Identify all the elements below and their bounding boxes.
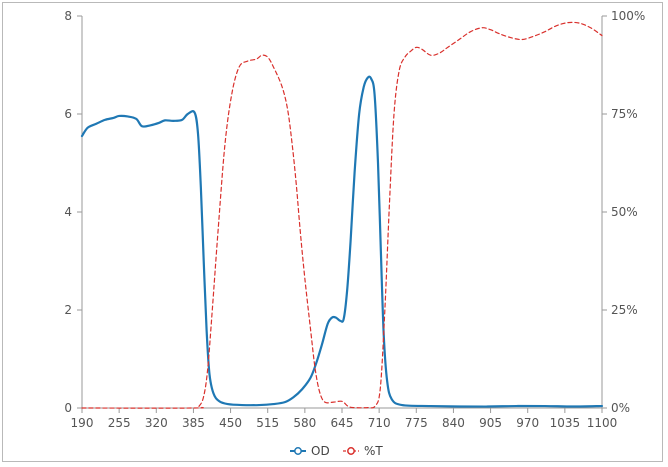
x-tick-label: 255 [108,416,131,430]
legend-label: OD [311,444,330,458]
x-tick-label: 450 [219,416,242,430]
chart-frame [2,2,663,462]
series-line-od [80,75,604,408]
x-tick-label: 385 [182,416,205,430]
x-tick-label: 580 [293,416,316,430]
legend-swatch-marker [294,447,302,455]
x-tick-label: 190 [71,416,94,430]
chart-axes: 190 255 320 385 450 515 580 645 710 775 840 905 970 1… [64,9,645,430]
y-left-tick-label: 0 [64,401,72,415]
legend-item-transmittance[interactable]: %T [343,444,383,458]
y-left-tick-label: 8 [64,9,72,23]
chart-series [80,21,604,409]
x-tick-label: 1100 [587,416,618,430]
y-left-tick-label: 4 [64,205,72,219]
x-tick-label: 775 [405,416,428,430]
y-right-tick-label: 0% [611,401,630,415]
chart-legend[interactable]: OD %T [290,444,383,458]
legend-swatch-marker [347,447,355,455]
x-tick-label: 970 [516,416,539,430]
x-tick-label: 1035 [550,416,581,430]
x-tick-label: 320 [145,416,168,430]
x-tick-label: 905 [479,416,502,430]
legend-item-od[interactable]: OD [290,444,330,458]
x-tick-label: 840 [442,416,465,430]
y-left-tick-label: 2 [64,303,72,317]
y-right-tick-label: 25% [611,303,638,317]
legend-label: %T [364,444,383,458]
y-right-tick-label: 100% [611,9,645,23]
x-tick-label: 710 [368,416,391,430]
y-left-tick-label: 6 [64,107,72,121]
y-right-tick-label: 50% [611,205,638,219]
series-line-transmittance [81,21,603,409]
y-right-tick-label: 75% [611,107,638,121]
x-tick-label: 515 [256,416,279,430]
x-tick-label: 645 [331,416,354,430]
